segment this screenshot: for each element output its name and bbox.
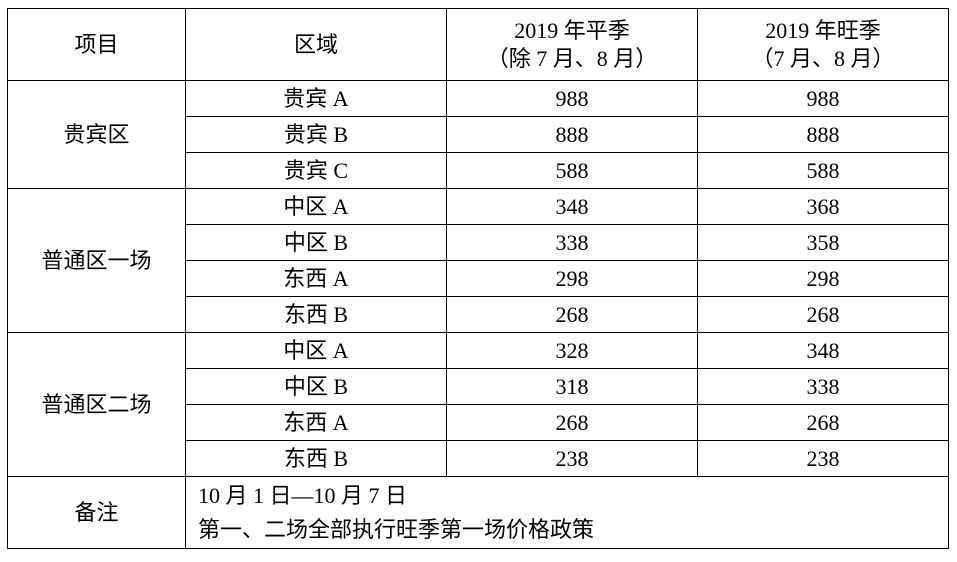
off-season-price: 588 <box>446 152 698 189</box>
table-row: 东西 B 238 238 <box>8 440 949 477</box>
off-season-price: 318 <box>446 368 698 405</box>
area-cell: 中区 A <box>185 188 447 225</box>
table-row: 贵宾区 贵宾 A 988 988 <box>7 80 949 189</box>
off-season-price: 268 <box>446 296 698 333</box>
off-season-price: 238 <box>446 440 698 477</box>
header-peak-season-line2: （7 月、8 月） <box>751 45 895 71</box>
header-off-season-line2: （除 7 月、8 月） <box>486 45 658 71</box>
peak-season-price: 988 <box>697 80 949 117</box>
header-peak-season-line1: 2019 年旺季 <box>765 18 881 43</box>
off-season-price: 298 <box>446 260 698 297</box>
off-season-price: 268 <box>446 404 698 441</box>
table-row: 普通区二场 中区 A 328 348 <box>7 332 949 477</box>
peak-season-price: 268 <box>697 296 949 333</box>
header-peak-season: 2019 年旺季 （7 月、8 月） <box>697 8 949 81</box>
off-season-price: 328 <box>446 332 698 369</box>
header-off-season-line1: 2019 年平季 <box>514 18 630 43</box>
header-item: 项目 <box>7 8 186 81</box>
off-season-price: 988 <box>446 80 698 117</box>
note-line-2: 第一、二场全部执行旺季第一场价格政策 <box>198 516 595 542</box>
area-cell: 东西 A <box>185 404 447 441</box>
area-cell: 中区 A <box>185 332 447 369</box>
price-table: 项目 区域 2019 年平季 （除 7 月、8 月） 2019 年旺季 （7 月、8… <box>7 8 949 549</box>
peak-season-price: 338 <box>697 368 949 405</box>
header-row: 项目 区域 2019 年平季 （除 7 月、8 月） 2019 年旺季 （7 月、8… <box>7 8 949 81</box>
off-season-price: 338 <box>446 224 698 261</box>
area-cell: 中区 B <box>185 368 447 405</box>
peak-season-price: 888 <box>697 116 949 153</box>
peak-season-price: 348 <box>697 332 949 369</box>
note-label: 备注 <box>7 476 186 549</box>
group-name: 普通区一场 <box>7 188 186 333</box>
note-row: 备注 10 月 1 日—10 月 7 日第一、二场全部执行旺季第一场价格政策 <box>7 476 949 549</box>
peak-season-price: 368 <box>697 188 949 225</box>
table-row: 中区 B 318 338 <box>8 368 949 405</box>
peak-season-price: 238 <box>697 440 949 477</box>
peak-season-price: 298 <box>697 260 949 297</box>
peak-season-price: 268 <box>697 404 949 441</box>
area-cell: 贵宾 C <box>185 152 447 189</box>
table-row: 东西 A 298 298 <box>8 260 949 297</box>
group-name: 普通区二场 <box>7 332 186 477</box>
table-row: 普通区一场 中区 A 348 368 <box>7 188 949 333</box>
area-cell: 贵宾 B <box>185 116 447 153</box>
area-cell: 东西 A <box>185 260 447 297</box>
header-off-season: 2019 年平季 （除 7 月、8 月） <box>446 8 698 81</box>
table-row: 贵宾 B 888 888 <box>8 116 949 153</box>
table-row: 东西 B 268 268 <box>8 296 949 333</box>
area-cell: 东西 B <box>185 440 447 477</box>
note-line-1: 10 月 1 日—10 月 7 日 <box>198 482 408 508</box>
off-season-price: 888 <box>446 116 698 153</box>
header-area: 区域 <box>185 8 447 81</box>
area-cell: 中区 B <box>185 224 447 261</box>
area-cell: 东西 B <box>185 296 447 333</box>
off-season-price: 348 <box>446 188 698 225</box>
group-name: 贵宾区 <box>7 80 186 189</box>
note-content: 10 月 1 日—10 月 7 日第一、二场全部执行旺季第一场价格政策 <box>185 476 949 549</box>
peak-season-price: 358 <box>697 224 949 261</box>
area-cell: 贵宾 A <box>185 80 447 117</box>
table-row: 东西 A 268 268 <box>8 404 949 441</box>
peak-season-price: 588 <box>697 152 949 189</box>
